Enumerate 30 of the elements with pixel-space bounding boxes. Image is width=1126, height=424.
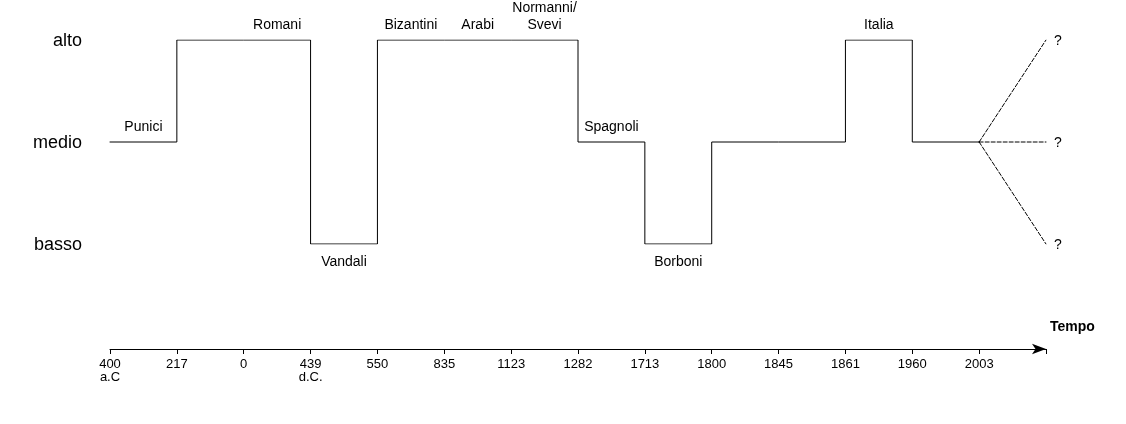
annotation: Vandali [321, 252, 367, 269]
x-tick-label: 0 [240, 356, 248, 371]
annotation: Romani [253, 15, 302, 32]
annotation: Spagnoli [584, 117, 639, 134]
series-label: ? [1054, 134, 1062, 150]
x-tick-label: 835 [433, 356, 456, 371]
series-label: ? [1054, 236, 1062, 252]
x-tick-label: 1960 [897, 356, 927, 371]
annotation: Borboni [654, 252, 703, 269]
x-tick-label: 1282 [563, 356, 593, 371]
x-tick-label: 1713 [630, 356, 660, 371]
annotation: Normanni/ Svevi [512, 0, 577, 32]
x-tick-label: 1800 [697, 356, 727, 371]
x-tick-label: 439 d.C. [298, 356, 323, 384]
annotation: Bizantini [384, 15, 438, 32]
x-tick-label: 1123 [497, 356, 526, 371]
annotation: Punici [124, 117, 163, 134]
category-label: alto [52, 30, 82, 50]
category-label: medio [32, 132, 82, 152]
x-tick-label: 1861 [830, 356, 860, 371]
x-tick-label: 217 [166, 356, 188, 371]
x-tick-label: 2003 [964, 356, 994, 371]
x-tick-label: 1845 [764, 356, 794, 371]
annotation: Arabi [461, 15, 495, 32]
x-axis-title: Tempo [1050, 318, 1095, 334]
x-tick-label: 550 [366, 356, 389, 371]
series-label: ? [1054, 32, 1062, 48]
annotation: Italia [864, 15, 894, 32]
category-label: basso [33, 234, 82, 254]
x-tick-label: 400 a.C [99, 356, 121, 384]
